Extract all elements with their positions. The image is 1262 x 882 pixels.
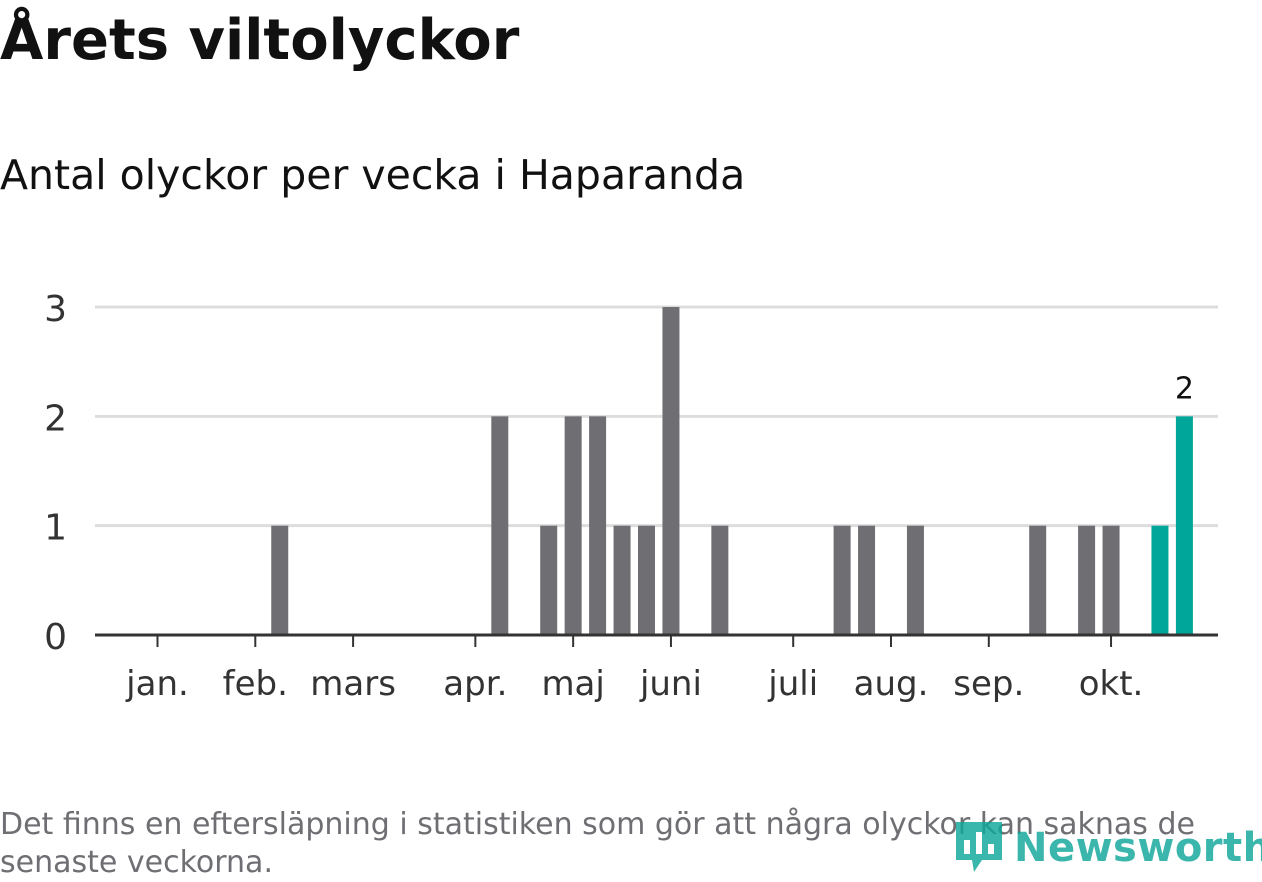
data-labels: 2: [1175, 371, 1194, 406]
y-tick-label: 1: [44, 508, 67, 549]
x-tick-label: feb.: [223, 664, 288, 704]
bar: [1078, 525, 1096, 635]
bar: [858, 525, 876, 635]
bar: [564, 416, 582, 635]
x-tick-label: maj: [541, 664, 604, 704]
x-tick-label: juli: [767, 664, 818, 704]
bar: [589, 416, 607, 635]
x-tick-label: okt.: [1079, 664, 1144, 704]
chart-subtitle: Antal olyckor per vecka i Haparanda: [0, 151, 746, 199]
x-tick-label: mars: [310, 664, 396, 704]
bar: [638, 525, 655, 635]
y-axis-ticks: 0 1 2 3: [44, 289, 67, 658]
y-tick-label: 3: [44, 289, 67, 330]
bar: [540, 525, 558, 635]
bar: [833, 525, 851, 635]
bar: [613, 525, 631, 635]
grid-lines: [95, 305, 1218, 528]
bar: [1029, 525, 1047, 635]
bar: [711, 525, 729, 635]
bars: [271, 307, 1193, 635]
bar-highlight: [1151, 525, 1169, 635]
x-tick-label: jan.: [125, 664, 189, 704]
x-tick-label: sep.: [953, 664, 1024, 704]
chart-title: Årets viltolyckor: [0, 8, 520, 73]
x-axis-ticks: jan. feb. mars apr. maj juni juli aug. sep. okt.: [125, 635, 1143, 704]
bar: [1102, 525, 1120, 635]
y-tick-label: 0: [44, 617, 67, 658]
bar: [271, 525, 289, 635]
newsworthy-logo-icon: [956, 822, 1002, 872]
bar: [662, 307, 680, 635]
bar-value-label: 2: [1175, 371, 1194, 406]
bar: [906, 525, 924, 635]
bar-highlight: [1175, 416, 1193, 635]
x-tick-label: juni: [639, 664, 702, 704]
x-tick-label: apr.: [443, 664, 507, 704]
newsworthy-logo: Newsworthy: [952, 816, 1262, 880]
bar: [491, 416, 509, 635]
newsworthy-wordmark: Newsworthy: [1014, 825, 1262, 871]
x-tick-label: aug.: [854, 664, 929, 704]
y-tick-label: 2: [44, 398, 67, 439]
